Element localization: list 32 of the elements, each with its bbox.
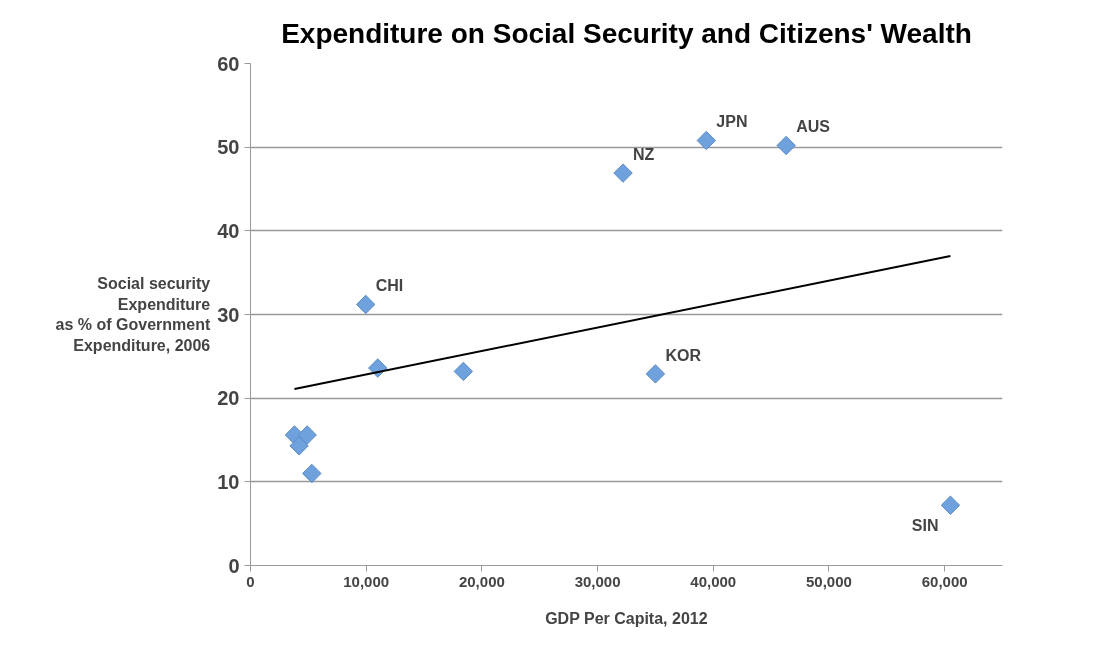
annotation: KOR: [665, 346, 702, 364]
annotation: NZ: [633, 146, 655, 164]
x-tick-label: 0: [246, 572, 255, 590]
y-tick-label: 30: [217, 303, 240, 326]
x-tick-label: 30,000: [574, 572, 621, 590]
y-tick-label: 20: [217, 387, 240, 410]
point: [645, 364, 666, 384]
annotation: CHI: [375, 277, 404, 295]
x-tick-label: 20,000: [458, 572, 505, 590]
x-axis-title: GDP Per Capita, 2012: [545, 609, 708, 627]
x-tick-label: 40,000: [690, 572, 737, 590]
point: [356, 294, 376, 315]
y-tick-label: 10: [217, 470, 240, 493]
y-tick-label: 40: [217, 219, 240, 242]
y-tick-label: 60: [217, 52, 240, 75]
annotation: SIN: [911, 517, 939, 535]
y-axis-title: Social security Expenditure as % of Government Expenditure, 2006: [55, 275, 211, 354]
point: [302, 463, 322, 484]
point: [613, 163, 633, 183]
x-tick-label: 60,000: [921, 572, 968, 590]
x-tick-label: 10,000: [343, 572, 390, 590]
annotation: JPN: [716, 113, 748, 131]
annotation: AUS: [796, 118, 831, 136]
y-tick-label: 50: [217, 136, 240, 159]
point: [297, 425, 317, 445]
point: [940, 495, 961, 515]
chart-title: Expenditure on Social Security and Citizens' Wealth: [281, 17, 972, 49]
point: [453, 361, 474, 382]
point: [776, 135, 796, 156]
point: [289, 436, 309, 456]
x-tick-label: 50,000: [806, 572, 852, 590]
point: [696, 130, 717, 151]
